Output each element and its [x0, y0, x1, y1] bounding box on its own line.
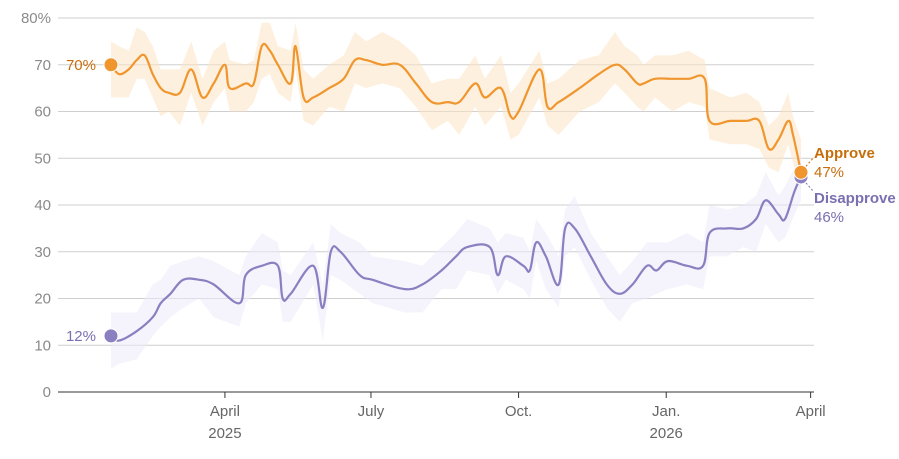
y-tick-label: 70: [34, 57, 51, 74]
x-tick-label: Oct.: [505, 403, 533, 420]
line-disapprove: [110, 176, 802, 342]
disapprove-leader-line: [805, 182, 814, 192]
band-disapprove: [111, 148, 801, 369]
x-tick-label: July: [358, 403, 385, 420]
y-tick-label: 0: [43, 384, 51, 401]
point-disapprove: [103, 328, 119, 344]
x-tick-label: April: [210, 403, 240, 420]
series-lines: [110, 42, 803, 342]
approve-series-name: Approve: [814, 145, 875, 162]
y-tick-label: 30: [34, 244, 51, 261]
x-tick-label: April: [796, 403, 826, 420]
point-approve: [103, 57, 119, 73]
disapprove-start-label: 12%: [66, 328, 96, 345]
y-tick-label: 10: [34, 337, 51, 354]
approve-end-label: 47%: [814, 164, 844, 181]
approve-leader-line: [805, 157, 814, 167]
disapprove-series-name: Disapprove: [814, 190, 896, 207]
y-tick-label: 40: [34, 197, 51, 214]
disapprove-end-label: 46%: [814, 209, 844, 226]
x-tick-year-label: 2025: [208, 425, 241, 442]
point-approve: [793, 164, 809, 180]
line-approve: [110, 42, 803, 173]
y-tick-label: 20: [34, 291, 51, 308]
y-tick-label: 60: [34, 104, 51, 121]
y-tick-label: 50: [34, 150, 51, 167]
series-labels: 70% 12% Approve 47% Disapprove 46%: [66, 57, 896, 345]
x-tick-label: Jan.: [652, 403, 680, 420]
uncertainty-bands: [111, 22, 801, 369]
y-tick-label: 80%: [21, 10, 51, 27]
x-tick-year-label: 2026: [650, 425, 683, 442]
x-axis: April 2025 July Oct. Jan. 2026 April: [208, 392, 826, 442]
band-approve: [111, 22, 801, 192]
approve-start-label: 70%: [66, 57, 96, 74]
